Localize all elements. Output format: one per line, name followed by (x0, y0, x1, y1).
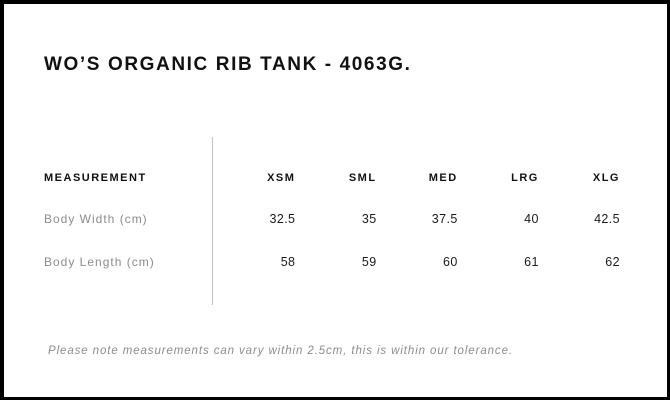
cell-body-width-xlg: 42.5 (594, 211, 620, 226)
table-row: Body Width (cm) 32.5 35 37.5 40 42.5 (44, 197, 620, 240)
cell-body-width-lrg: 40 (524, 211, 539, 226)
page-title: WO’S ORGANIC RIB TANK - 4063G. (44, 54, 412, 75)
column-header-med: MED (428, 172, 458, 184)
cell-body-width-sml: 35 (361, 211, 377, 226)
table-header-row: MEASUREMENT XSM SML MED LRG XLG (44, 159, 620, 197)
table-row: Body Length (cm) 58 59 60 61 62 (44, 240, 620, 283)
cell-body-width-xsm: 32.5 (269, 211, 296, 226)
size-table-wrapper: MEASUREMENT XSM SML MED LRG XLG Body Wid… (44, 159, 620, 283)
cell-body-length-sml: 59 (361, 254, 377, 269)
tolerance-note: Please note measurements can vary within… (48, 345, 513, 357)
table-header: MEASUREMENT XSM SML MED LRG XLG (44, 159, 620, 197)
cell-body-length-lrg: 61 (524, 254, 539, 269)
size-table: MEASUREMENT XSM SML MED LRG XLG Body Wid… (44, 159, 620, 283)
cell-body-length-xlg: 62 (605, 254, 620, 269)
cell-body-width-med: 37.5 (431, 211, 458, 226)
table-vertical-divider (212, 137, 213, 305)
row-label-body-width: Body Width (cm) (44, 211, 148, 226)
cell-body-length-xsm: 58 (280, 254, 296, 269)
column-header-lrg: LRG (511, 172, 539, 184)
column-header-sml: SML (348, 172, 377, 184)
cell-body-length-med: 60 (442, 254, 458, 269)
column-header-measurement: MEASUREMENT (44, 172, 147, 184)
table-body: Body Width (cm) 32.5 35 37.5 40 42.5 Bod… (44, 197, 620, 283)
column-header-xlg: XLG (592, 172, 620, 184)
column-header-xsm: XSM (267, 172, 296, 184)
row-label-body-length: Body Length (cm) (44, 254, 155, 269)
size-chart-card: WO’S ORGANIC RIB TANK - 4063G. MEASUREME… (4, 4, 667, 397)
